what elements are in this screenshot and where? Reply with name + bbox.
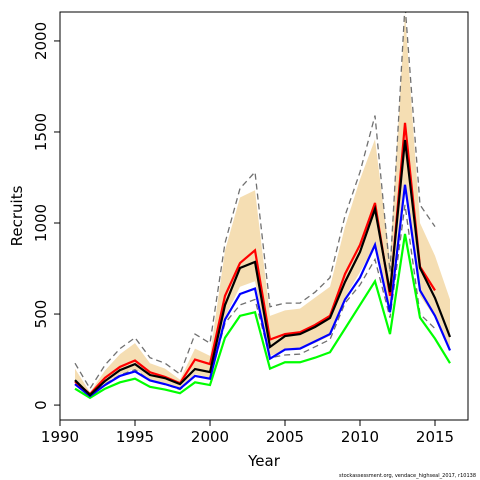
footnote: stockassessment.org, vendace_highseal_20… <box>339 473 476 479</box>
x-tick-label: 2005 <box>266 428 304 446</box>
x-tick-label: 1990 <box>41 428 79 446</box>
series-line <box>74 233 451 400</box>
series-line <box>74 139 452 397</box>
dashed-line <box>74 204 436 398</box>
x-tick-label: 2010 <box>341 428 379 446</box>
x-tick-label: 1995 <box>116 428 154 446</box>
x-tick-label: 2000 <box>191 428 229 446</box>
dashed-line <box>74 12 436 390</box>
y-tick-label: 1000 <box>32 204 50 242</box>
series-line <box>74 122 436 396</box>
series-line <box>74 184 452 398</box>
y-axis-label: Recruits <box>8 185 26 246</box>
x-axis-label: Year <box>247 452 281 470</box>
y-tick-label: 2000 <box>32 22 50 60</box>
y-tick-label: 500 <box>32 300 50 329</box>
plot-area <box>74 12 452 400</box>
plot-frame <box>59 11 469 421</box>
y-tick-label: 1500 <box>32 113 50 151</box>
x-tick-label: 2015 <box>416 428 454 446</box>
y-tick-label: 0 <box>32 400 50 410</box>
